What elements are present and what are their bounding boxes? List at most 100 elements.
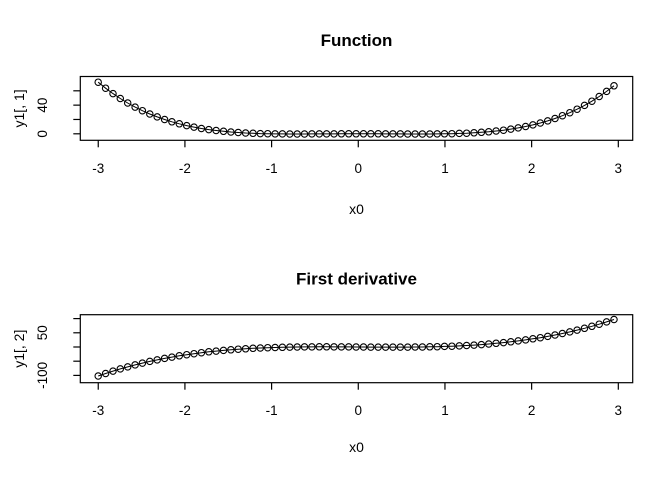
data-point — [396, 343, 405, 351]
data-point — [411, 343, 419, 351]
data-point — [109, 89, 117, 98]
data-point — [212, 347, 220, 355]
data-point — [352, 343, 360, 351]
data-point — [610, 82, 618, 90]
data-point — [182, 121, 191, 130]
data-point — [131, 361, 139, 369]
data-point — [308, 343, 316, 351]
data-point — [94, 372, 102, 380]
data-point — [123, 363, 132, 371]
data-point — [426, 343, 434, 351]
y-tick-label: -100 — [35, 362, 50, 389]
plot-function-axes: -3 -2 -1 0 1 2 3 0 40 — [35, 75, 634, 176]
data-point — [278, 130, 287, 138]
data-point — [227, 346, 235, 354]
data-point — [308, 130, 316, 138]
plot-box — [79, 314, 634, 384]
x-tick-label: 2 — [528, 403, 536, 418]
data-point — [131, 103, 139, 111]
data-point — [293, 343, 301, 351]
data-point — [101, 84, 110, 92]
data-point — [359, 130, 368, 138]
plot-first-derivative-axes: -3 -2 -1 0 1 2 3 -100 50 — [35, 314, 634, 418]
data-point — [514, 124, 522, 132]
data-point — [433, 342, 441, 351]
data-point — [367, 343, 375, 351]
data-point — [602, 318, 611, 326]
data-point — [588, 97, 596, 105]
data-point — [234, 128, 242, 137]
plot-first-derivative-xlabel: x0 — [349, 439, 364, 455]
data-point — [580, 324, 589, 333]
plot-first-derivative-series — [94, 315, 618, 380]
data-point — [168, 353, 176, 361]
x-tick-label: 1 — [441, 161, 449, 176]
data-point — [507, 338, 515, 346]
data-point — [551, 114, 559, 123]
plot-first-derivative-ylabel: y1[, 2] — [11, 330, 27, 368]
data-point — [322, 343, 331, 351]
y-tick-label: 0 — [35, 130, 50, 138]
x-tick-label: -2 — [179, 403, 191, 418]
data-point — [440, 342, 449, 351]
data-point — [160, 354, 169, 363]
data-point — [315, 343, 324, 351]
data-point — [212, 126, 220, 135]
data-point — [536, 119, 545, 127]
data-point — [168, 118, 176, 126]
data-point — [109, 367, 117, 375]
data-point — [529, 335, 537, 343]
data-point — [521, 122, 530, 131]
data-point — [558, 111, 567, 120]
data-point — [146, 357, 154, 366]
data-point — [293, 130, 301, 138]
data-point — [153, 356, 161, 364]
data-point — [263, 343, 272, 352]
data-point — [278, 343, 287, 352]
x-tick-label: 3 — [615, 161, 623, 176]
data-point — [344, 130, 353, 138]
data-point — [448, 129, 456, 138]
plot-function-ylabel: y1[, 1] — [11, 89, 27, 127]
data-point — [160, 115, 169, 124]
data-point — [367, 130, 375, 138]
data-point — [484, 340, 493, 348]
y-tick-label: 50 — [35, 325, 50, 340]
data-point — [153, 113, 161, 121]
data-point — [263, 129, 272, 138]
data-point — [219, 127, 228, 136]
data-point — [462, 129, 471, 137]
data-point — [175, 352, 184, 360]
plot-first-derivative-title: First derivative — [296, 270, 417, 289]
data-point — [337, 343, 346, 351]
data-point — [477, 128, 486, 137]
data-point — [536, 333, 545, 342]
data-point — [146, 110, 154, 118]
data-point — [492, 339, 500, 348]
x-tick-label: -1 — [266, 161, 278, 176]
data-point — [470, 341, 478, 349]
data-point — [433, 130, 441, 138]
plot-box — [79, 75, 634, 141]
data-point — [123, 99, 132, 107]
data-point — [507, 125, 515, 133]
data-point — [543, 117, 552, 125]
data-point — [344, 343, 353, 351]
data-point — [175, 120, 184, 128]
data-point — [529, 121, 537, 129]
data-point — [610, 315, 618, 324]
data-point — [566, 108, 574, 117]
data-point — [411, 130, 419, 138]
x-tick-label: -1 — [266, 403, 278, 418]
plot-first-derivative: First derivative x0 y1[, 2] -3 -2 -1 0 1 2 3 -1… — [11, 270, 634, 455]
data-point — [389, 343, 397, 351]
data-point — [374, 130, 382, 138]
series-line — [98, 319, 615, 377]
data-point — [389, 130, 397, 138]
data-point — [219, 346, 228, 355]
data-point — [138, 106, 147, 115]
data-point — [374, 343, 382, 351]
plot-function-title: Function — [321, 31, 393, 50]
data-point — [101, 369, 110, 378]
